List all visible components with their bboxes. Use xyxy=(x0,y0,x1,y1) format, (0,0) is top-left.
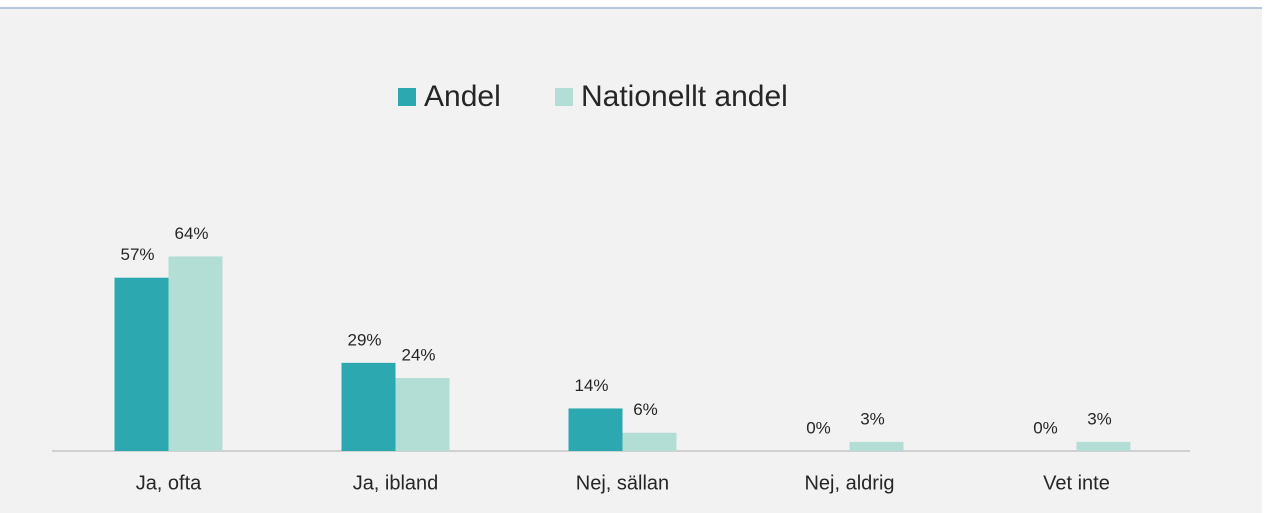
data-label: 0% xyxy=(806,418,831,437)
bar xyxy=(395,378,450,451)
x-tick-label: Nej, aldrig xyxy=(804,472,894,494)
legend-swatch xyxy=(555,88,573,106)
data-label: 3% xyxy=(1087,409,1112,428)
x-tick-label: Ja, ofta xyxy=(136,472,202,494)
x-tick-label: Nej, sällan xyxy=(576,472,669,494)
bar xyxy=(114,277,169,451)
data-label: 14% xyxy=(574,376,608,395)
legend-label: Andel xyxy=(424,80,501,113)
bar xyxy=(622,432,677,451)
bar xyxy=(849,441,904,451)
bar xyxy=(1076,441,1131,451)
x-tick-label: Vet inte xyxy=(1043,472,1110,494)
data-label: 0% xyxy=(1033,418,1058,437)
data-label: 3% xyxy=(860,409,885,428)
data-label: 6% xyxy=(633,400,658,419)
bar xyxy=(341,362,396,451)
bar xyxy=(168,256,223,451)
legend-label: Nationellt andel xyxy=(581,80,788,113)
legend-swatch xyxy=(398,88,416,106)
data-label: 24% xyxy=(401,346,435,365)
data-label: 57% xyxy=(120,245,154,264)
x-tick-label: Ja, ibland xyxy=(353,472,439,494)
data-label: 64% xyxy=(174,224,208,243)
data-label: 29% xyxy=(347,330,381,349)
bar xyxy=(568,408,623,451)
